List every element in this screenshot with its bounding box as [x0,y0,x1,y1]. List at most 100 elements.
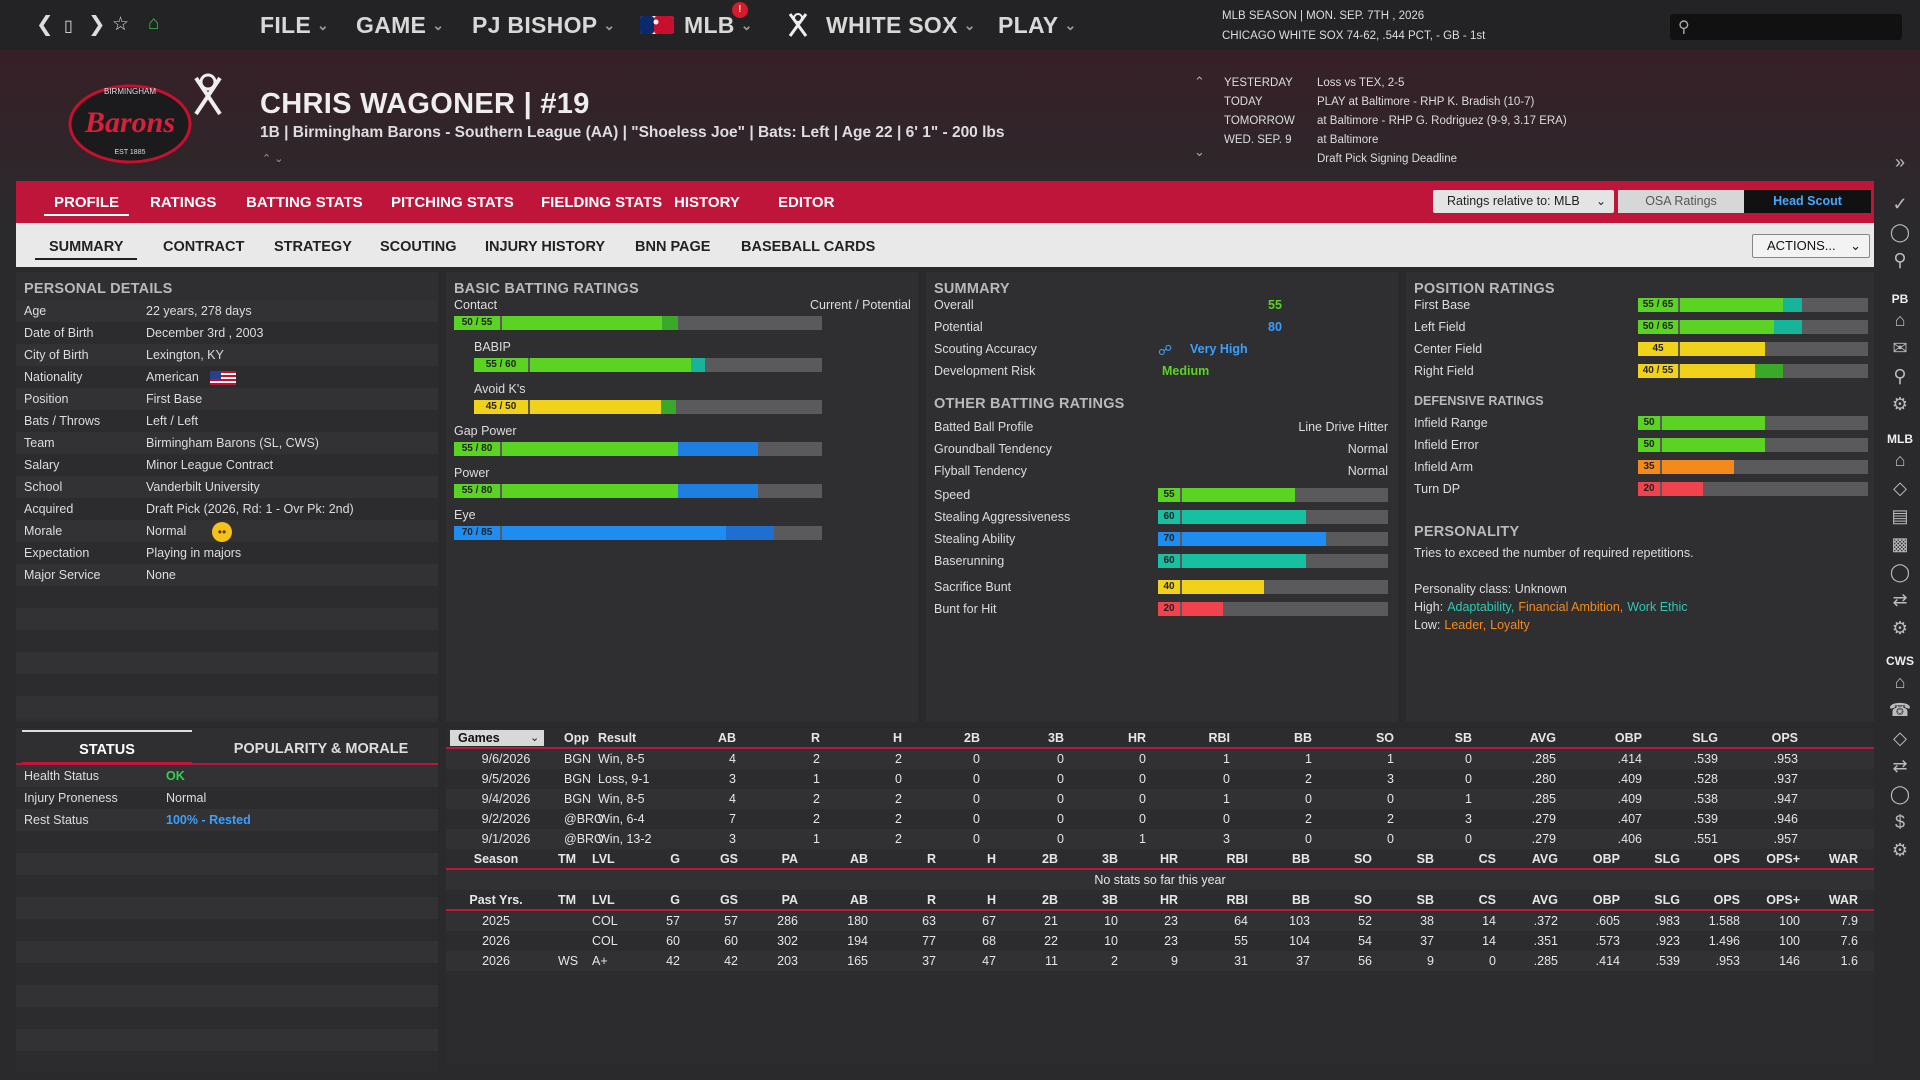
row-stripe [16,608,438,630]
menu-game[interactable]: GAME ⌄ [356,10,444,40]
pin-icon[interactable]: ⚲ [1893,250,1907,270]
gear-icon[interactable]: ⚙ [1891,394,1909,414]
tab-bnn-page[interactable]: BNN PAGE [635,239,711,255]
games-filter-select[interactable]: Games [450,730,544,746]
column-header: SLG [1654,852,1680,866]
current-potential-header: Current / Potential [810,298,911,312]
cell: 22 [1044,934,1058,948]
row-stripe [16,586,438,608]
column-header: HR [1159,852,1178,866]
tab-popularity-morale[interactable]: POPULARITY & MORALE [233,741,409,757]
cell: 14 [1482,914,1496,928]
cell: 0 [1139,812,1146,826]
cell: .414 [1617,752,1642,766]
menu-play[interactable]: PLAY ⌄ [998,10,1076,40]
menu-team[interactable]: WHITE SOX ⌄ [786,10,976,40]
tab-profile[interactable]: PROFILE [43,181,130,223]
cell: 2026 [482,954,510,968]
tab-ratings[interactable]: RATINGS [150,194,217,211]
row-stripe [16,765,438,787]
home-icon[interactable]: ⌂ [1894,672,1906,692]
rating-bar: 50 / 55 [454,316,822,330]
cell: @BRO [564,812,604,826]
chevron-down-icon[interactable]: ⌄ [1194,144,1205,159]
dollar-icon[interactable]: $ [1894,812,1905,832]
tab-strategy[interactable]: STRATEGY [274,239,352,255]
home-icon[interactable]: ⌂ [148,13,160,34]
tab-pitching-stats[interactable]: PITCHING STATS [391,194,514,211]
osa-ratings-button[interactable]: OSA Ratings [1618,190,1744,213]
tab-injury-history[interactable]: INJURY HISTORY [485,239,606,255]
column-header: H [892,731,902,745]
column-header: Opp [564,731,589,745]
forward-icon[interactable]: ❯ [88,13,106,36]
star-icon[interactable]: ☆ [112,14,130,35]
menu-mlb[interactable]: MLB ⌄ ! [640,2,753,40]
tab-history[interactable]: HISTORY [674,194,740,211]
cell: .983 [1655,914,1680,928]
search-input[interactable]: ⚲ [1670,14,1902,40]
transactions-icon[interactable]: ⇄ [1892,590,1908,610]
chart-icon[interactable]: ▩ [1891,534,1909,554]
tab-baseball-cards[interactable]: BASEBALL CARDS [741,239,876,255]
diamond-icon[interactable]: ◇ [1893,728,1907,748]
row-stripe [16,410,438,432]
cell: 2 [813,792,820,806]
cell: .539 [1655,954,1680,968]
column-header: Past Yrs. [469,893,523,907]
news-icon[interactable]: ▤ [1891,506,1909,526]
tab-summary[interactable]: SUMMARY [34,223,138,267]
tab-batting-stats[interactable]: BATTING STATS [246,194,363,211]
trait: Work Ethic [1627,600,1688,614]
tab-editor[interactable]: EDITOR [778,194,835,211]
row-stripe [16,564,438,586]
menu-file[interactable]: FILE ⌄ [260,10,329,40]
transactions-icon[interactable]: ⇄ [1892,756,1908,776]
detail-value: Vanderbilt University [146,480,260,494]
cell: 23 [1164,934,1178,948]
cell: 0 [1139,792,1146,806]
phone-icon[interactable]: ☎ [1888,700,1912,720]
current-fill [1680,342,1765,356]
chevron-up-down-icon[interactable]: ⌃ ⌄ [262,153,284,165]
check-icon[interactable]: ✓ [1892,194,1908,214]
globe-icon[interactable]: ◯ [1889,222,1911,242]
detail-value: 22 years, 278 days [146,304,252,318]
tab-contract[interactable]: CONTRACT [163,239,245,255]
tab-scouting[interactable]: SCOUTING [380,239,457,255]
column-header: SB [1454,731,1472,745]
cell: 0 [1465,752,1472,766]
diamond-icon[interactable]: ◇ [1893,478,1907,498]
mail-icon[interactable]: ✉ [1892,338,1908,358]
logo-bottom: EST 1885 [114,149,145,156]
baseball-icon[interactable]: ◯ [1889,562,1911,582]
chevron-up-icon[interactable]: ⌃ [1194,74,1205,89]
column-header: BB [1293,731,1312,745]
back-icon[interactable]: ❮ [36,13,54,36]
ratings-relative-select[interactable]: Ratings relative to: MLB ⌄ [1433,190,1614,213]
gear-icon[interactable]: ⚙ [1891,840,1909,860]
head-scout-button[interactable]: Head Scout [1744,190,1871,213]
collapse-icon[interactable]: » [1894,152,1905,172]
cell: 37 [1296,954,1310,968]
cell: 0 [1057,792,1064,806]
personality-low: Low: Leader, Loyalty [1414,614,1530,636]
personality-class: Personality class: Unknown [1414,582,1567,596]
gear-icon[interactable]: ⚙ [1891,618,1909,638]
rating-bar: 60 [1158,510,1388,524]
column-header: OBP [1614,731,1642,745]
baseball-icon[interactable]: ◯ [1889,784,1911,804]
tab-status[interactable]: STATUS [22,730,192,764]
home-icon[interactable]: ⌂ [1894,450,1906,470]
cell: 67 [982,914,996,928]
chevron-down-icon: ⌄ [317,16,330,33]
season-info: MLB SEASON | MON. SEP. 7TH , 2026 CHICAGO… [1222,6,1485,46]
tab-fielding-stats[interactable]: FIELDING STATS [541,194,663,211]
cell: 2 [895,832,902,846]
player-info: 1B | Birmingham Barons - Southern League… [260,124,1005,141]
search-icon[interactable]: ⚲ [1893,366,1907,386]
actions-dropdown[interactable]: ACTIONS... ⌄ [1752,234,1870,258]
stop-icon[interactable]: ▯ [64,18,73,35]
home-icon[interactable]: ⌂ [1894,310,1906,330]
menu-manager[interactable]: PJ BISHOP ⌄ [472,10,615,40]
